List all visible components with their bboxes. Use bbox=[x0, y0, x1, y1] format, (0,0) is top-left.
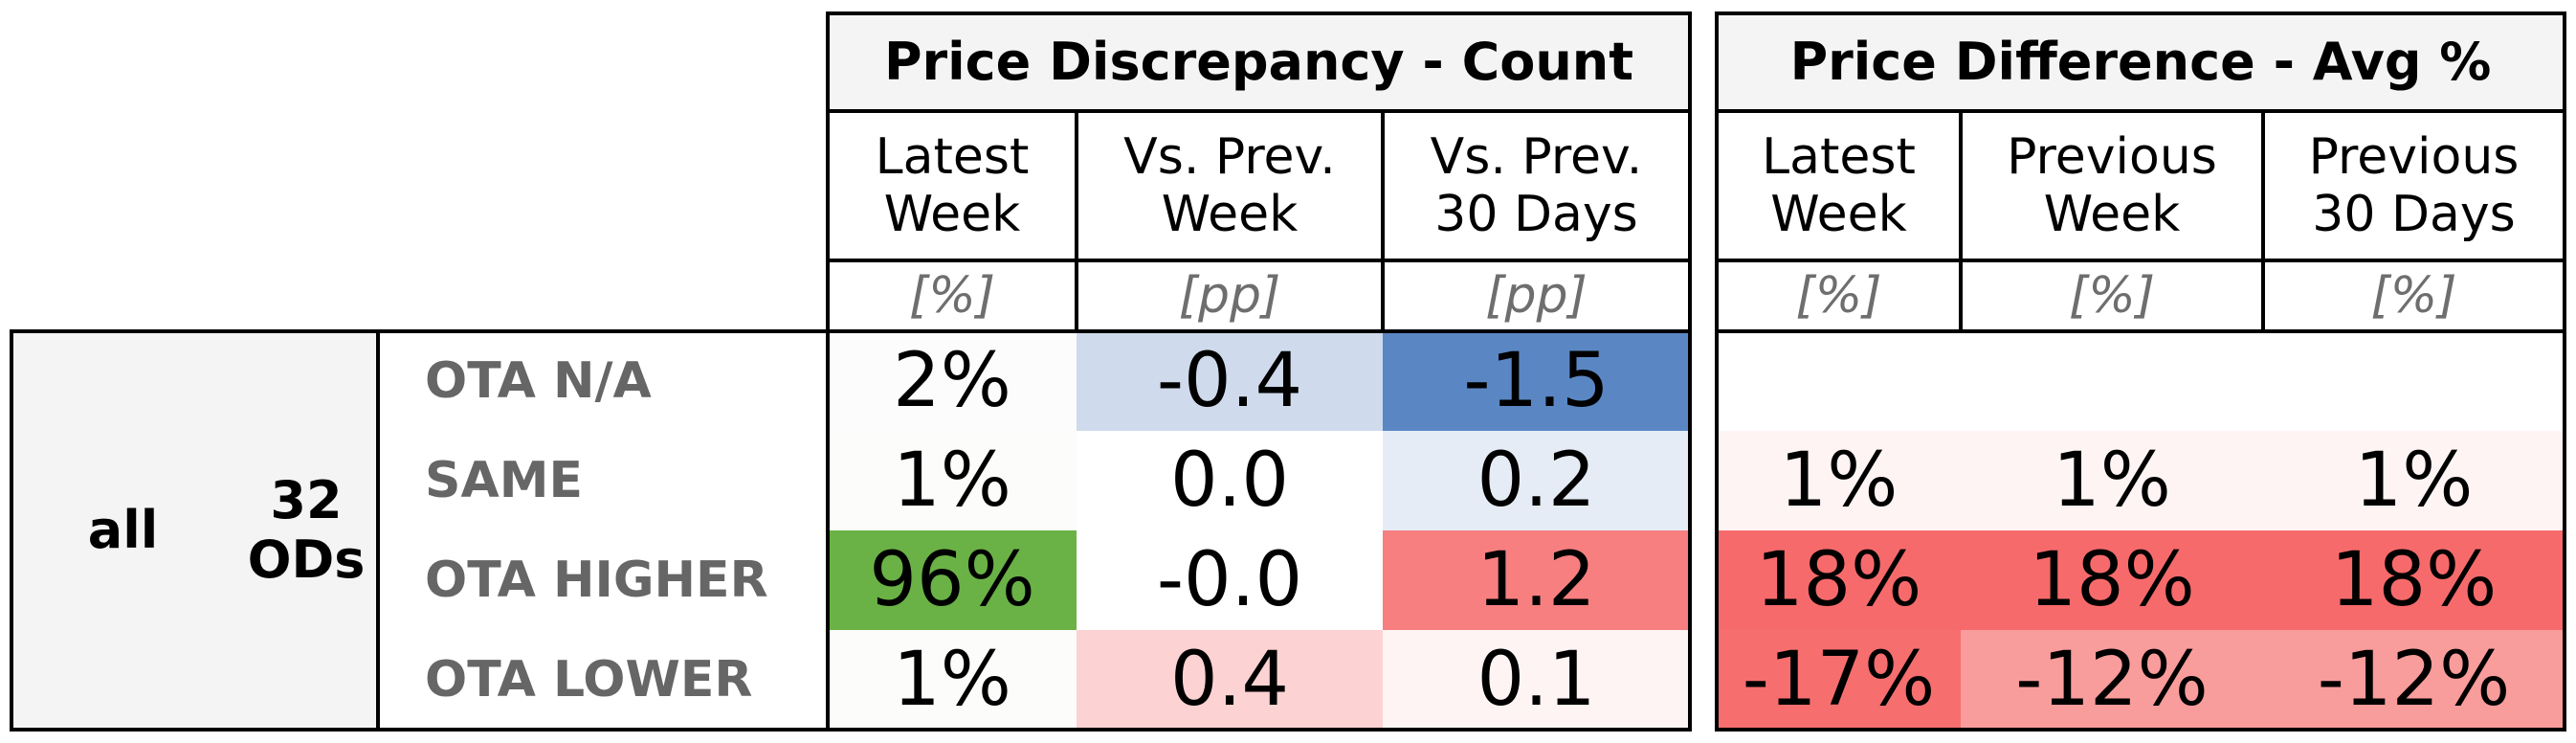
data-cell: 1% bbox=[828, 431, 1077, 530]
grid-line bbox=[376, 331, 380, 730]
data-cell: -0.4 bbox=[1077, 331, 1383, 431]
row-stub-background bbox=[11, 331, 378, 730]
column-unit: [%] bbox=[2370, 267, 2457, 325]
data-cell: 0.4 bbox=[1077, 630, 1383, 730]
row-label: OTA LOWER bbox=[425, 651, 753, 709]
data-cell: -0.0 bbox=[1077, 530, 1383, 630]
data-cell: -12% bbox=[1961, 630, 2263, 730]
row-label: OTA N/A bbox=[425, 352, 652, 410]
data-cell: 18% bbox=[2263, 530, 2565, 630]
grid-line bbox=[1715, 11, 1719, 732]
column-unit: [pp] bbox=[1485, 267, 1588, 325]
data-cell bbox=[2263, 331, 2565, 431]
grid-line bbox=[1717, 259, 2565, 262]
data-cell: 1% bbox=[828, 630, 1077, 730]
grid-line bbox=[1717, 109, 2565, 113]
data-cell: 18% bbox=[1961, 530, 2263, 630]
row-label: OTA HIGHER bbox=[425, 552, 768, 609]
data-cell bbox=[1717, 331, 1961, 431]
grid-line bbox=[828, 11, 1690, 15]
data-cell: 18% bbox=[1717, 530, 1961, 630]
grid-line bbox=[1381, 111, 1385, 331]
grid-line bbox=[2563, 11, 2566, 732]
data-cell: 0.0 bbox=[1077, 431, 1383, 530]
grid-line bbox=[828, 109, 1690, 113]
column-header: Latest Week bbox=[875, 128, 1030, 243]
grid-line bbox=[828, 728, 1690, 732]
data-cell: 0.1 bbox=[1383, 630, 1690, 730]
grid-line bbox=[2261, 111, 2265, 331]
data-cell: 0.2 bbox=[1383, 431, 1690, 530]
column-unit: [pp] bbox=[1178, 267, 1281, 325]
grid-line bbox=[11, 728, 828, 732]
segment-label: all bbox=[87, 500, 159, 560]
od-count-label: 32 ODs bbox=[247, 470, 366, 590]
data-cell: 1% bbox=[1961, 431, 2263, 530]
group-title: Price Difference - Avg % bbox=[1717, 11, 2565, 111]
grid-line bbox=[1717, 11, 2565, 15]
data-cell: -12% bbox=[2263, 630, 2565, 730]
grid-line bbox=[826, 11, 830, 732]
grid-line bbox=[828, 259, 1690, 262]
grid-line bbox=[828, 329, 1690, 333]
column-header: Previous Week bbox=[2007, 128, 2217, 243]
column-header: Vs. Prev. 30 Days bbox=[1430, 128, 1643, 243]
grid-line bbox=[1717, 728, 2565, 732]
grid-line bbox=[1717, 329, 2565, 333]
data-cell: -17% bbox=[1717, 630, 1961, 730]
row-label: SAME bbox=[425, 452, 583, 509]
column-unit: [%] bbox=[1795, 267, 1882, 325]
column-header: Previous 30 Days bbox=[2308, 128, 2520, 243]
grid-line bbox=[10, 329, 13, 732]
data-cell: -1.5 bbox=[1383, 331, 1690, 431]
grid-line bbox=[11, 329, 828, 333]
grid-line bbox=[1688, 11, 1692, 732]
column-unit: [%] bbox=[2069, 267, 2155, 325]
column-header: Vs. Prev. Week bbox=[1123, 128, 1336, 243]
data-cell: 2% bbox=[828, 331, 1077, 431]
data-cell: 96% bbox=[828, 530, 1077, 630]
grid-line bbox=[1959, 111, 1963, 331]
data-cell: 1.2 bbox=[1383, 530, 1690, 630]
data-cell: 1% bbox=[1717, 431, 1961, 530]
data-cell bbox=[1961, 331, 2263, 431]
data-cell: 1% bbox=[2263, 431, 2565, 530]
column-header: Latest Week bbox=[1762, 128, 1916, 243]
group-title: Price Discrepancy - Count bbox=[828, 11, 1690, 111]
grid-line bbox=[1075, 111, 1078, 331]
column-unit: [%] bbox=[909, 267, 995, 325]
